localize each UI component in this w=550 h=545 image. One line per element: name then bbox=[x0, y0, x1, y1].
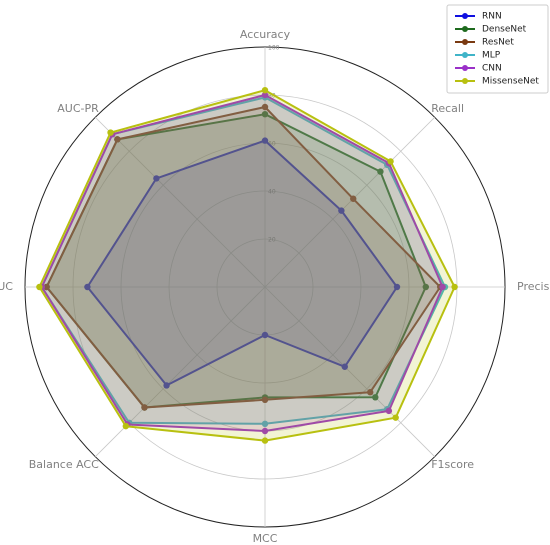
series-marker bbox=[261, 111, 269, 118]
axis-label: Precision bbox=[517, 280, 550, 293]
axis-line bbox=[95, 286, 266, 457]
series-marker bbox=[261, 420, 269, 427]
legend-label: CNN bbox=[482, 64, 502, 74]
series-marker bbox=[261, 427, 269, 435]
axis-label: Balance ACC bbox=[29, 458, 99, 471]
series-marker bbox=[107, 129, 114, 136]
r-tick-label: 60 bbox=[268, 141, 276, 148]
axis-label: F1score bbox=[431, 458, 474, 471]
axis-label: AUC-PR bbox=[57, 102, 99, 115]
legend-label: RNN bbox=[482, 12, 502, 22]
axis-label: Accuracy bbox=[240, 28, 291, 41]
series-marker bbox=[261, 91, 269, 99]
series-marker bbox=[261, 137, 269, 144]
series-marker bbox=[153, 175, 160, 182]
legend-marker bbox=[462, 13, 468, 19]
series-marker bbox=[261, 87, 269, 94]
legend-box bbox=[446, 4, 549, 94]
series-marker bbox=[261, 103, 269, 111]
series-marker bbox=[341, 363, 348, 370]
series-marker bbox=[439, 283, 446, 291]
legend-marker bbox=[462, 52, 468, 58]
series-marker bbox=[387, 158, 394, 165]
axis-label: MCC bbox=[253, 532, 278, 545]
series-marker bbox=[114, 136, 121, 143]
series-marker bbox=[261, 331, 269, 339]
legend-marker bbox=[462, 26, 468, 32]
legend-marker bbox=[462, 78, 468, 84]
series-marker bbox=[385, 407, 393, 415]
legend-label: DenseNet bbox=[482, 25, 527, 35]
r-tick-label: 40 bbox=[268, 189, 276, 196]
series-marker bbox=[36, 283, 43, 291]
legend-marker bbox=[462, 39, 468, 45]
series-marker bbox=[377, 168, 384, 175]
axis-line bbox=[95, 117, 266, 288]
series-marker bbox=[261, 396, 269, 403]
axis-label: AUC bbox=[0, 280, 13, 293]
series-marker bbox=[338, 207, 345, 214]
legend-label: MissenseNet bbox=[482, 77, 539, 87]
r-tick-label: 20 bbox=[268, 237, 276, 244]
series-marker bbox=[163, 382, 170, 389]
series-marker bbox=[451, 283, 458, 291]
legend-label: MLP bbox=[482, 51, 501, 61]
axis-line bbox=[264, 286, 435, 457]
series-marker bbox=[84, 283, 91, 291]
legend-marker bbox=[462, 65, 468, 71]
legend-label: ResNet bbox=[482, 38, 514, 48]
series-marker bbox=[350, 195, 357, 202]
series-marker bbox=[422, 283, 429, 291]
series-marker bbox=[141, 404, 148, 411]
r-tick-label: 100 bbox=[268, 45, 280, 52]
series-marker bbox=[392, 414, 399, 421]
series-marker bbox=[122, 422, 130, 430]
series-marker bbox=[261, 437, 269, 444]
series-marker bbox=[372, 394, 379, 401]
series-marker bbox=[43, 283, 50, 291]
axis-label: Recall bbox=[431, 102, 464, 115]
series-marker bbox=[367, 389, 374, 396]
series-marker bbox=[393, 283, 401, 291]
r-tick-label: 80 bbox=[268, 93, 276, 100]
axis-line bbox=[264, 117, 435, 288]
